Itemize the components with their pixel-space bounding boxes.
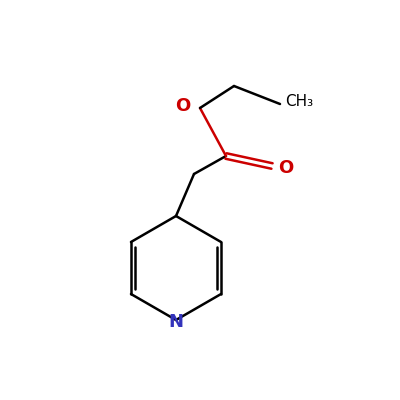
Text: O: O	[175, 97, 190, 115]
Text: O: O	[278, 159, 293, 177]
Text: CH₃: CH₃	[285, 94, 313, 110]
Text: N: N	[168, 313, 184, 331]
